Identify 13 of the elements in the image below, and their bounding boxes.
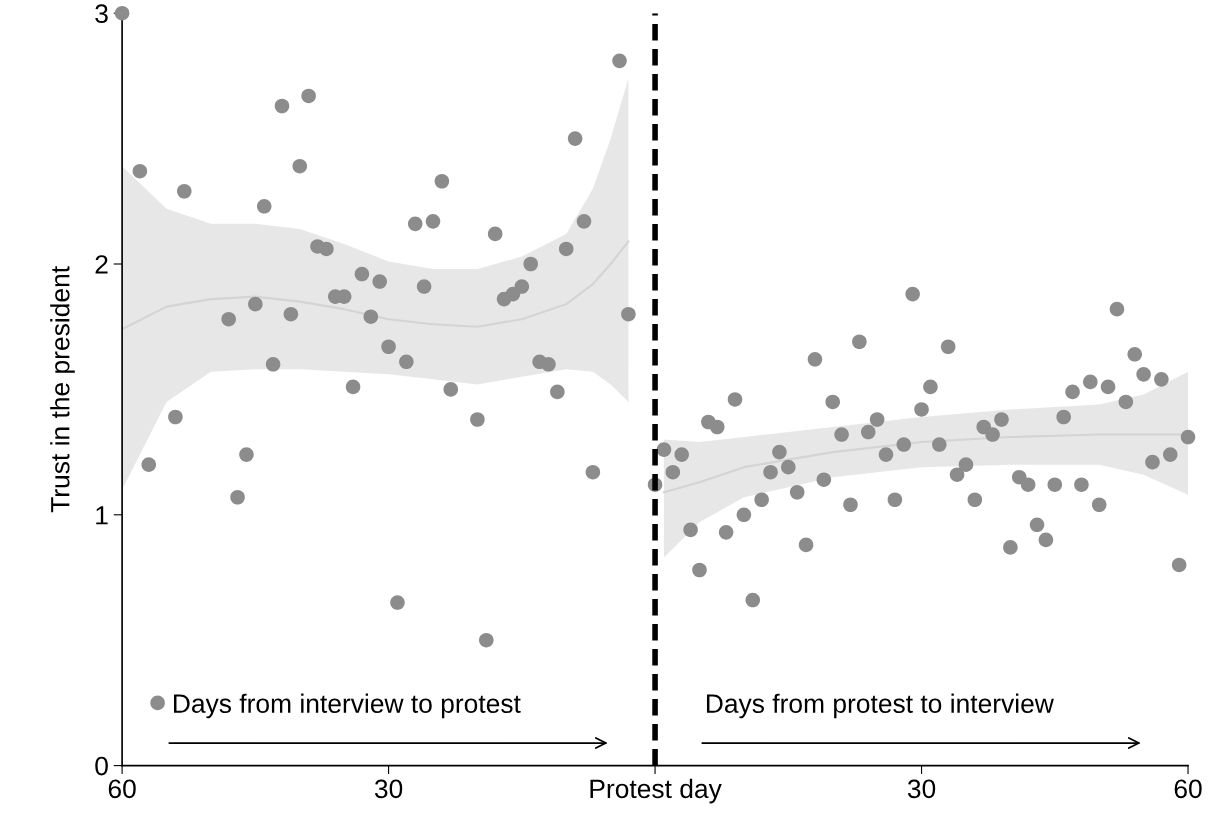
y-tick-label: 0 <box>95 756 108 776</box>
annotation: Days from interview to protest <box>174 693 521 719</box>
y-tick-label: 1 <box>96 506 108 525</box>
y-tick-label: 2 <box>95 255 108 274</box>
y-axis-title: Trust in the president <box>50 266 75 513</box>
x-tick-label: 60 <box>108 779 136 799</box>
x-tick-label: 30 <box>907 779 936 799</box>
y-tick-label: 3 <box>95 4 108 24</box>
line-series <box>122 240 630 331</box>
x-tick-label: 30 <box>374 779 403 799</box>
annotation: Days from protest to interview <box>706 693 1054 719</box>
x-tick-label: 60 <box>1174 779 1202 799</box>
x-tick-label: Protest day <box>590 778 722 804</box>
